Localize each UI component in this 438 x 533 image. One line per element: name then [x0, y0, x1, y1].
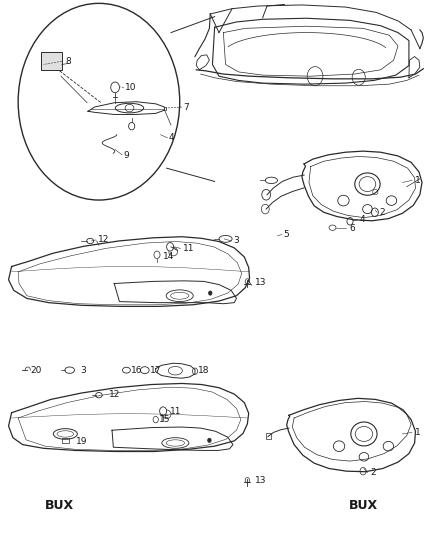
Text: BUX: BUX: [45, 499, 74, 512]
Text: 1: 1: [415, 176, 420, 185]
Text: 12: 12: [109, 390, 120, 399]
Text: 4: 4: [360, 215, 365, 224]
Text: 20: 20: [30, 366, 42, 375]
Text: 18: 18: [198, 366, 209, 375]
Text: 1: 1: [415, 428, 420, 437]
Text: 6: 6: [349, 224, 355, 233]
Circle shape: [208, 438, 211, 442]
Text: 2: 2: [370, 469, 376, 477]
Text: 13: 13: [255, 278, 266, 287]
Text: 16: 16: [131, 366, 142, 375]
Bar: [266, 433, 272, 439]
Text: 12: 12: [98, 236, 109, 245]
Text: 3: 3: [80, 366, 86, 375]
Text: 2: 2: [380, 208, 385, 217]
Circle shape: [208, 291, 212, 295]
Bar: [62, 438, 69, 443]
Text: 4: 4: [169, 133, 174, 142]
Text: 13: 13: [255, 476, 266, 484]
Text: 8: 8: [65, 57, 71, 66]
Text: 3: 3: [233, 237, 239, 246]
Text: 14: 14: [163, 253, 174, 261]
Text: 19: 19: [76, 438, 87, 447]
Text: BUX: BUX: [349, 499, 378, 512]
Text: 7: 7: [183, 102, 189, 111]
FancyBboxPatch shape: [41, 52, 62, 70]
Text: 11: 11: [170, 407, 182, 416]
Text: 10: 10: [125, 83, 137, 92]
Text: 5: 5: [284, 230, 290, 239]
Text: 9: 9: [123, 151, 129, 160]
Text: 11: 11: [183, 244, 195, 253]
Text: 17: 17: [150, 366, 162, 375]
Text: 15: 15: [159, 415, 170, 424]
